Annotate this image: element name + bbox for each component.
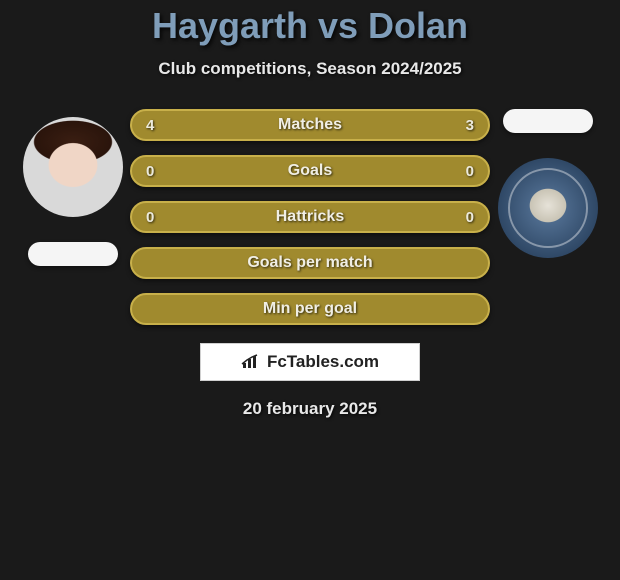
bar-chart-icon [241,354,261,370]
stat-value-right: 0 [466,163,474,180]
stat-label: Hattricks [276,208,344,226]
avatar-face-shape [23,117,123,217]
stat-value-left: 0 [146,163,154,180]
footer-date: 20 february 2025 [0,399,620,419]
stat-value-right: 3 [466,117,474,134]
stat-value-left: 0 [146,209,154,226]
stat-pill: 4 Matches 3 [130,109,490,141]
left-column [15,109,130,266]
owl-icon [523,183,573,233]
stats-column: 4 Matches 3 0 Goals 0 0 Hattricks 0 Goals per mat… [130,109,490,325]
player-avatar-left [23,117,123,217]
stat-pill: Min per goal [130,293,490,325]
stat-label: Goals per match [247,254,372,272]
stat-pill: 0 Goals 0 [130,155,490,187]
stat-label: Min per goal [263,300,357,318]
badge-ring [508,168,588,248]
stat-value-left: 4 [146,117,154,134]
main-row: 4 Matches 3 0 Goals 0 0 Hattricks 0 Goals per mat… [0,109,620,325]
page-title: Haygarth vs Dolan [0,5,620,47]
comparison-card: Haygarth vs Dolan Club competitions, Sea… [0,0,620,419]
club-badge-right [498,158,598,258]
country-flag-right [503,109,593,133]
stat-pill: Goals per match [130,247,490,279]
stat-label: Matches [278,116,342,134]
right-column [490,109,605,273]
subtitle: Club competitions, Season 2024/2025 [0,59,620,79]
stat-pill: 0 Hattricks 0 [130,201,490,233]
country-flag-left [28,242,118,266]
stat-value-right: 0 [466,209,474,226]
brand-text: FcTables.com [267,352,379,372]
stat-label: Goals [288,162,332,180]
brand-box[interactable]: FcTables.com [200,343,420,381]
